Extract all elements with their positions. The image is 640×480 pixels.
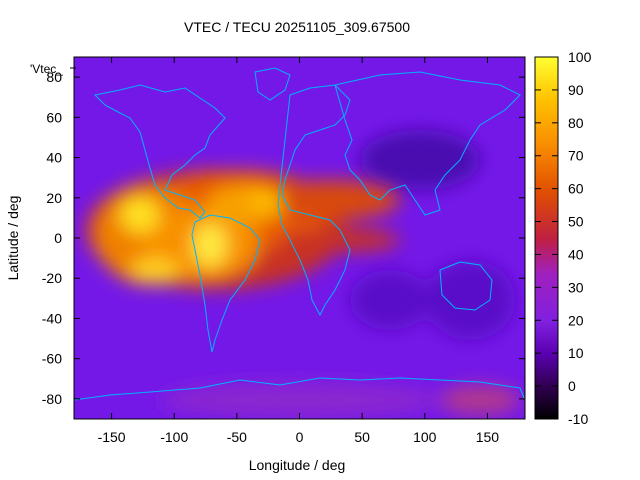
colorbar-tick-label: 20 (568, 312, 584, 328)
chart-title: VTEC / TECU 20251105_309.67500 (184, 19, 410, 35)
y-tick-label: -20 (42, 270, 62, 286)
colorbar-tick-label: 80 (568, 115, 584, 131)
y-tick-label: 80 (46, 69, 62, 85)
colorbar (534, 56, 559, 420)
equatorial-anomaly (85, 170, 400, 290)
colorbar-tick-label: 90 (568, 82, 584, 98)
colorbar-tick-label: 70 (568, 148, 584, 164)
y-tick-label: 40 (46, 150, 62, 166)
y-axis-ticks: -80 -60 -40 -20 0 20 40 60 80 (42, 69, 525, 407)
x-tick-label: -150 (98, 429, 126, 445)
x-tick-label: 100 (413, 429, 437, 445)
colorbar-ticks: -10 0 10 20 30 40 50 60 70 80 90 100 (535, 49, 592, 427)
x-tick-label: 0 (296, 429, 304, 445)
heatmap-area (74, 57, 525, 419)
y-tick-label: -80 (42, 391, 62, 407)
x-tick-label: -50 (227, 429, 247, 445)
colorbar-tick-label: 40 (568, 246, 584, 262)
y-tick-label: 60 (46, 109, 62, 125)
colorbar-tick-label: 100 (568, 49, 592, 65)
colorbar-tick-label: 50 (568, 214, 584, 230)
colorbar-tick-label: 60 (568, 181, 584, 197)
colorbar-tick-label: 10 (568, 345, 584, 361)
colorbar-tick-label: 30 (568, 279, 584, 295)
colorbar-tick-label: -10 (568, 411, 588, 427)
x-tick-label: 150 (476, 429, 500, 445)
x-axis-ticks: -150 -100 -50 0 50 100 150 (98, 57, 500, 445)
y-tick-label: -60 (42, 351, 62, 367)
x-axis-label: Longitude / deg (249, 457, 346, 473)
legend-entry: 'Vtec_ (30, 62, 63, 76)
coastlines (74, 67, 525, 401)
y-tick-label: -40 (42, 310, 62, 326)
y-tick-label: 0 (54, 230, 62, 246)
colorbar-tick-label: 0 (568, 378, 576, 394)
y-axis-label: Latitude / deg (5, 196, 21, 281)
y-tick-label: 20 (46, 190, 62, 206)
x-tick-label: 50 (354, 429, 370, 445)
x-tick-label: -100 (160, 429, 188, 445)
